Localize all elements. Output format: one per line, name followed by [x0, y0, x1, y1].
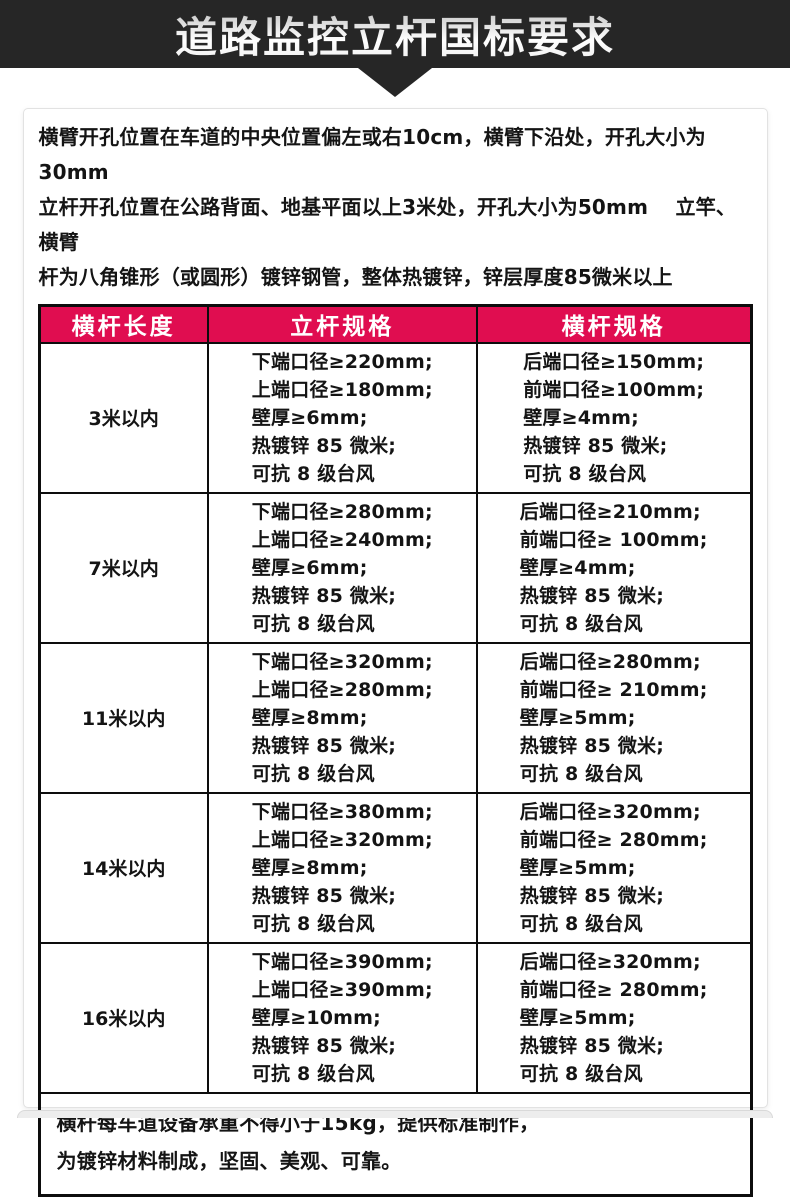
content-card: 横臂开孔位置在车道的中央位置偏左或右10cm，横臂下沿处，开孔大小为30mm 立杆…: [22, 108, 768, 1197]
pole-spec-text: 下端口径≥320mm; 上端口径≥280mm; 壁厚≥8mm; 热镀锌 85 微米; 可…: [251, 650, 433, 785]
pole-spec-cell: 下端口径≥280mm; 上端口径≥240mm; 壁厚≥6mm; 热镀锌 85 微米; 可…: [206, 491, 478, 644]
pole-spec-cell: 下端口径≥390mm; 上端口径≥390mm; 壁厚≥10mm; 热镀锌 85 微米;…: [206, 941, 478, 1094]
banner-arrow-down-icon: [358, 68, 432, 97]
intro-paragraph: 横臂开孔位置在车道的中央位置偏左或右10cm，横臂下沿处，开孔大小为30mm 立杆…: [38, 125, 737, 289]
crossbar-spec-cell: 后端口径≥210mm; 前端口径≥ 100mm; 壁厚≥4mm; 热镀锌 85 微米;…: [475, 491, 753, 644]
title-banner: 道路监控立杆国标要求: [0, 0, 790, 68]
note-cell: 横杆每车道设备承重不得小于15kg，提供标准制作， 为镀锌材料制成，坚固、美观、可…: [38, 1091, 752, 1196]
row-length-label: 14米以内: [38, 791, 209, 944]
row-length-label: 7米以内: [38, 491, 209, 644]
crossbar-spec-text: 后端口径≥280mm; 前端口径≥ 210mm; 壁厚≥5mm; 热镀锌 85 微米;…: [519, 650, 708, 785]
table-note-row: 横杆每车道设备承重不得小于15kg，提供标准制作， 为镀锌材料制成，坚固、美观、可…: [38, 1091, 752, 1196]
pole-spec-cell: 下端口径≥220mm; 上端口径≥180mm; 壁厚≥6mm; 热镀锌 85 微米; 可…: [206, 341, 478, 494]
table-row: 14米以内 下端口径≥380mm; 上端口径≥320mm; 壁厚≥8mm; 热镀锌 8…: [38, 791, 753, 944]
row-length-label: 3米以内: [38, 341, 209, 494]
crossbar-spec-text: 后端口径≥320mm; 前端口径≥ 280mm; 壁厚≥5mm; 热镀锌 85 微米;…: [519, 800, 708, 935]
crossbar-spec-cell: 后端口径≥320mm; 前端口径≥ 280mm; 壁厚≥5mm; 热镀锌 85 微米;…: [475, 941, 753, 1094]
header-pole-spec: 立杆规格: [206, 304, 478, 344]
spec-table: 横杆长度 立杆规格 横杆规格 3米以内 下端口径≥220mm; 上端口径≥180m…: [37, 304, 753, 1197]
table-row: 16米以内 下端口径≥390mm; 上端口径≥390mm; 壁厚≥10mm; 热镀锌 …: [38, 941, 753, 1094]
row-length-label: 11米以内: [38, 641, 209, 794]
row-length-label: 16米以内: [38, 941, 209, 1094]
crossbar-spec-text: 后端口径≥210mm; 前端口径≥ 100mm; 壁厚≥4mm; 热镀锌 85 微米;…: [519, 500, 708, 635]
table-row: 11米以内 下端口径≥320mm; 上端口径≥280mm; 壁厚≥8mm; 热镀锌 8…: [38, 641, 753, 794]
table-header-row: 横杆长度 立杆规格 横杆规格: [38, 304, 753, 344]
next-section-top-edge: [17, 1110, 773, 1118]
pole-spec-text: 下端口径≥280mm; 上端口径≥240mm; 壁厚≥6mm; 热镀锌 85 微米; 可…: [251, 500, 433, 635]
crossbar-spec-cell: 后端口径≥320mm; 前端口径≥ 280mm; 壁厚≥5mm; 热镀锌 85 微米;…: [475, 791, 753, 944]
pole-spec-cell: 下端口径≥380mm; 上端口径≥320mm; 壁厚≥8mm; 热镀锌 85 微米; 可…: [206, 791, 478, 944]
pole-spec-text: 下端口径≥220mm; 上端口径≥180mm; 壁厚≥6mm; 热镀锌 85 微米; 可…: [251, 350, 433, 485]
pole-spec-cell: 下端口径≥320mm; 上端口径≥280mm; 壁厚≥8mm; 热镀锌 85 微米; 可…: [206, 641, 478, 794]
crossbar-spec-text: 后端口径≥320mm; 前端口径≥ 280mm; 壁厚≥5mm; 热镀锌 85 微米;…: [519, 950, 708, 1085]
pole-spec-text: 下端口径≥380mm; 上端口径≥320mm; 壁厚≥8mm; 热镀锌 85 微米; 可…: [251, 800, 433, 935]
header-crossbar-length: 横杆长度: [38, 304, 209, 344]
page-title: 道路监控立杆国标要求: [175, 4, 615, 65]
table-row: 3米以内 下端口径≥220mm; 上端口径≥180mm; 壁厚≥6mm; 热镀锌 85…: [38, 341, 753, 494]
crossbar-spec-cell: 后端口径≥280mm; 前端口径≥ 210mm; 壁厚≥5mm; 热镀锌 85 微米;…: [475, 641, 753, 794]
pole-spec-text: 下端口径≥390mm; 上端口径≥390mm; 壁厚≥10mm; 热镀锌 85 微米;…: [251, 950, 433, 1085]
crossbar-spec-cell: 后端口径≥150mm; 前端口径≥100mm; 壁厚≥4mm; 热镀锌 85 微米; 可…: [475, 341, 753, 494]
header-crossbar-spec: 横杆规格: [475, 304, 753, 344]
crossbar-spec-text: 后端口径≥150mm; 前端口径≥100mm; 壁厚≥4mm; 热镀锌 85 微米; 可…: [523, 350, 705, 485]
table-row: 7米以内 下端口径≥280mm; 上端口径≥240mm; 壁厚≥6mm; 热镀锌 85…: [38, 491, 753, 644]
